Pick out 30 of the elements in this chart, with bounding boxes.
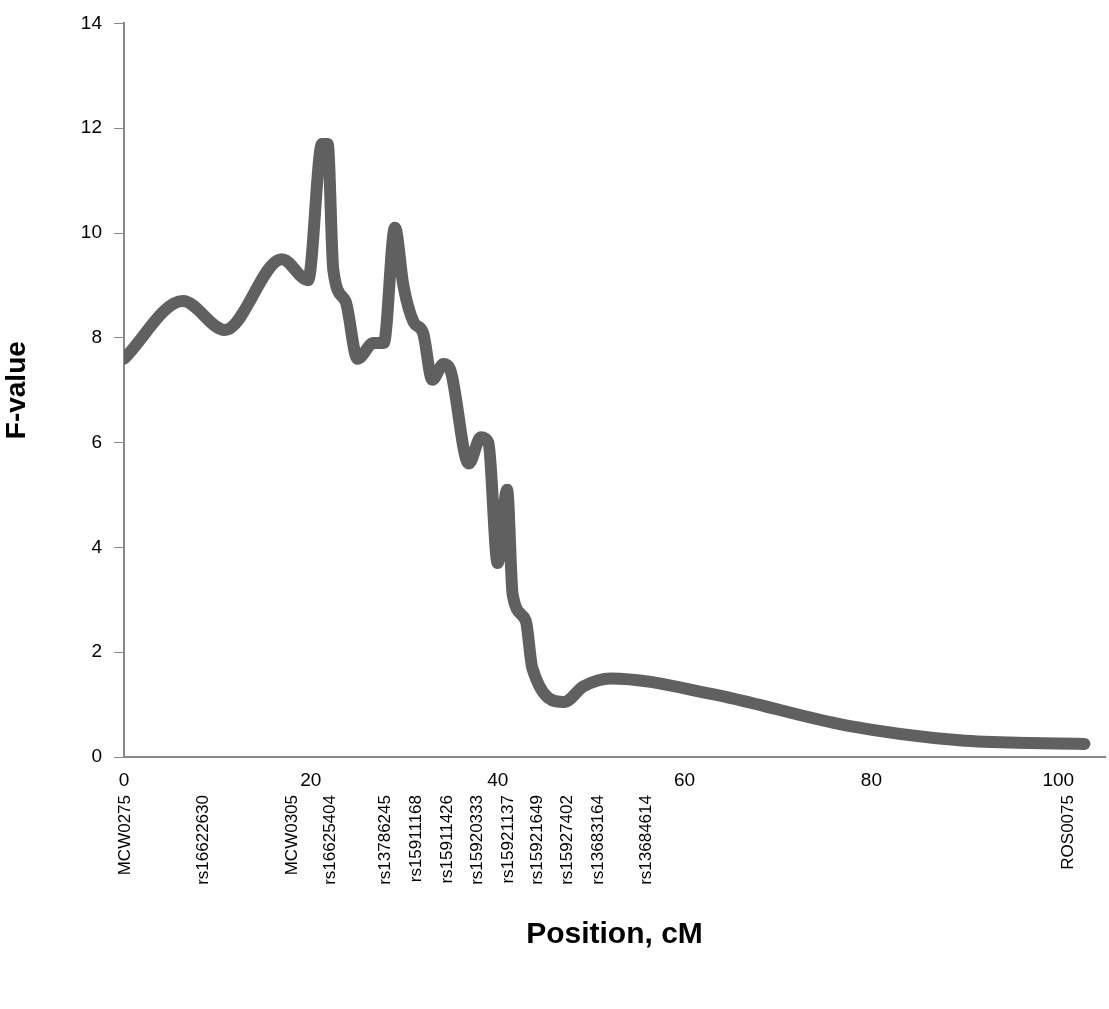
text: rs15921137 xyxy=(497,795,517,884)
y-tick-label: 8 xyxy=(91,326,102,348)
x-tick-label: 80 xyxy=(860,768,882,790)
text: rs13684614 xyxy=(635,795,655,885)
text: ROS0075 xyxy=(1057,795,1077,870)
y-tick-label: 12 xyxy=(80,116,102,138)
y-tick-label: 2 xyxy=(91,640,102,662)
text: MCW0275 xyxy=(114,795,134,876)
text: MCW0305 xyxy=(281,795,301,876)
text: rs13786245 xyxy=(374,795,394,885)
y-tick-label: 6 xyxy=(91,430,102,452)
text: rs13683164 xyxy=(587,795,607,885)
y-axis-title: F-value xyxy=(0,341,31,440)
y-tick-label: 0 xyxy=(91,745,102,767)
x-tick-label: 20 xyxy=(300,768,322,790)
text: rs16622630 xyxy=(192,795,212,885)
y-tick-label: 14 xyxy=(80,11,103,33)
text: rs15911426 xyxy=(436,795,456,884)
x-tick-label: 0 xyxy=(118,768,130,790)
x-axis-title: Position, cM xyxy=(526,916,703,950)
text: rs15911168 xyxy=(405,795,425,883)
x-tick-label: 100 xyxy=(1042,768,1075,790)
x-tick-label: 40 xyxy=(487,768,509,790)
y-tick-label: 10 xyxy=(80,221,102,243)
text: rs15927402 xyxy=(556,795,576,885)
y-tick-label: 4 xyxy=(91,535,103,557)
text: rs15920333 xyxy=(466,795,486,885)
text: rs16625404 xyxy=(319,795,339,885)
text: rs15921649 xyxy=(526,795,546,885)
x-tick-label: 60 xyxy=(674,768,696,790)
